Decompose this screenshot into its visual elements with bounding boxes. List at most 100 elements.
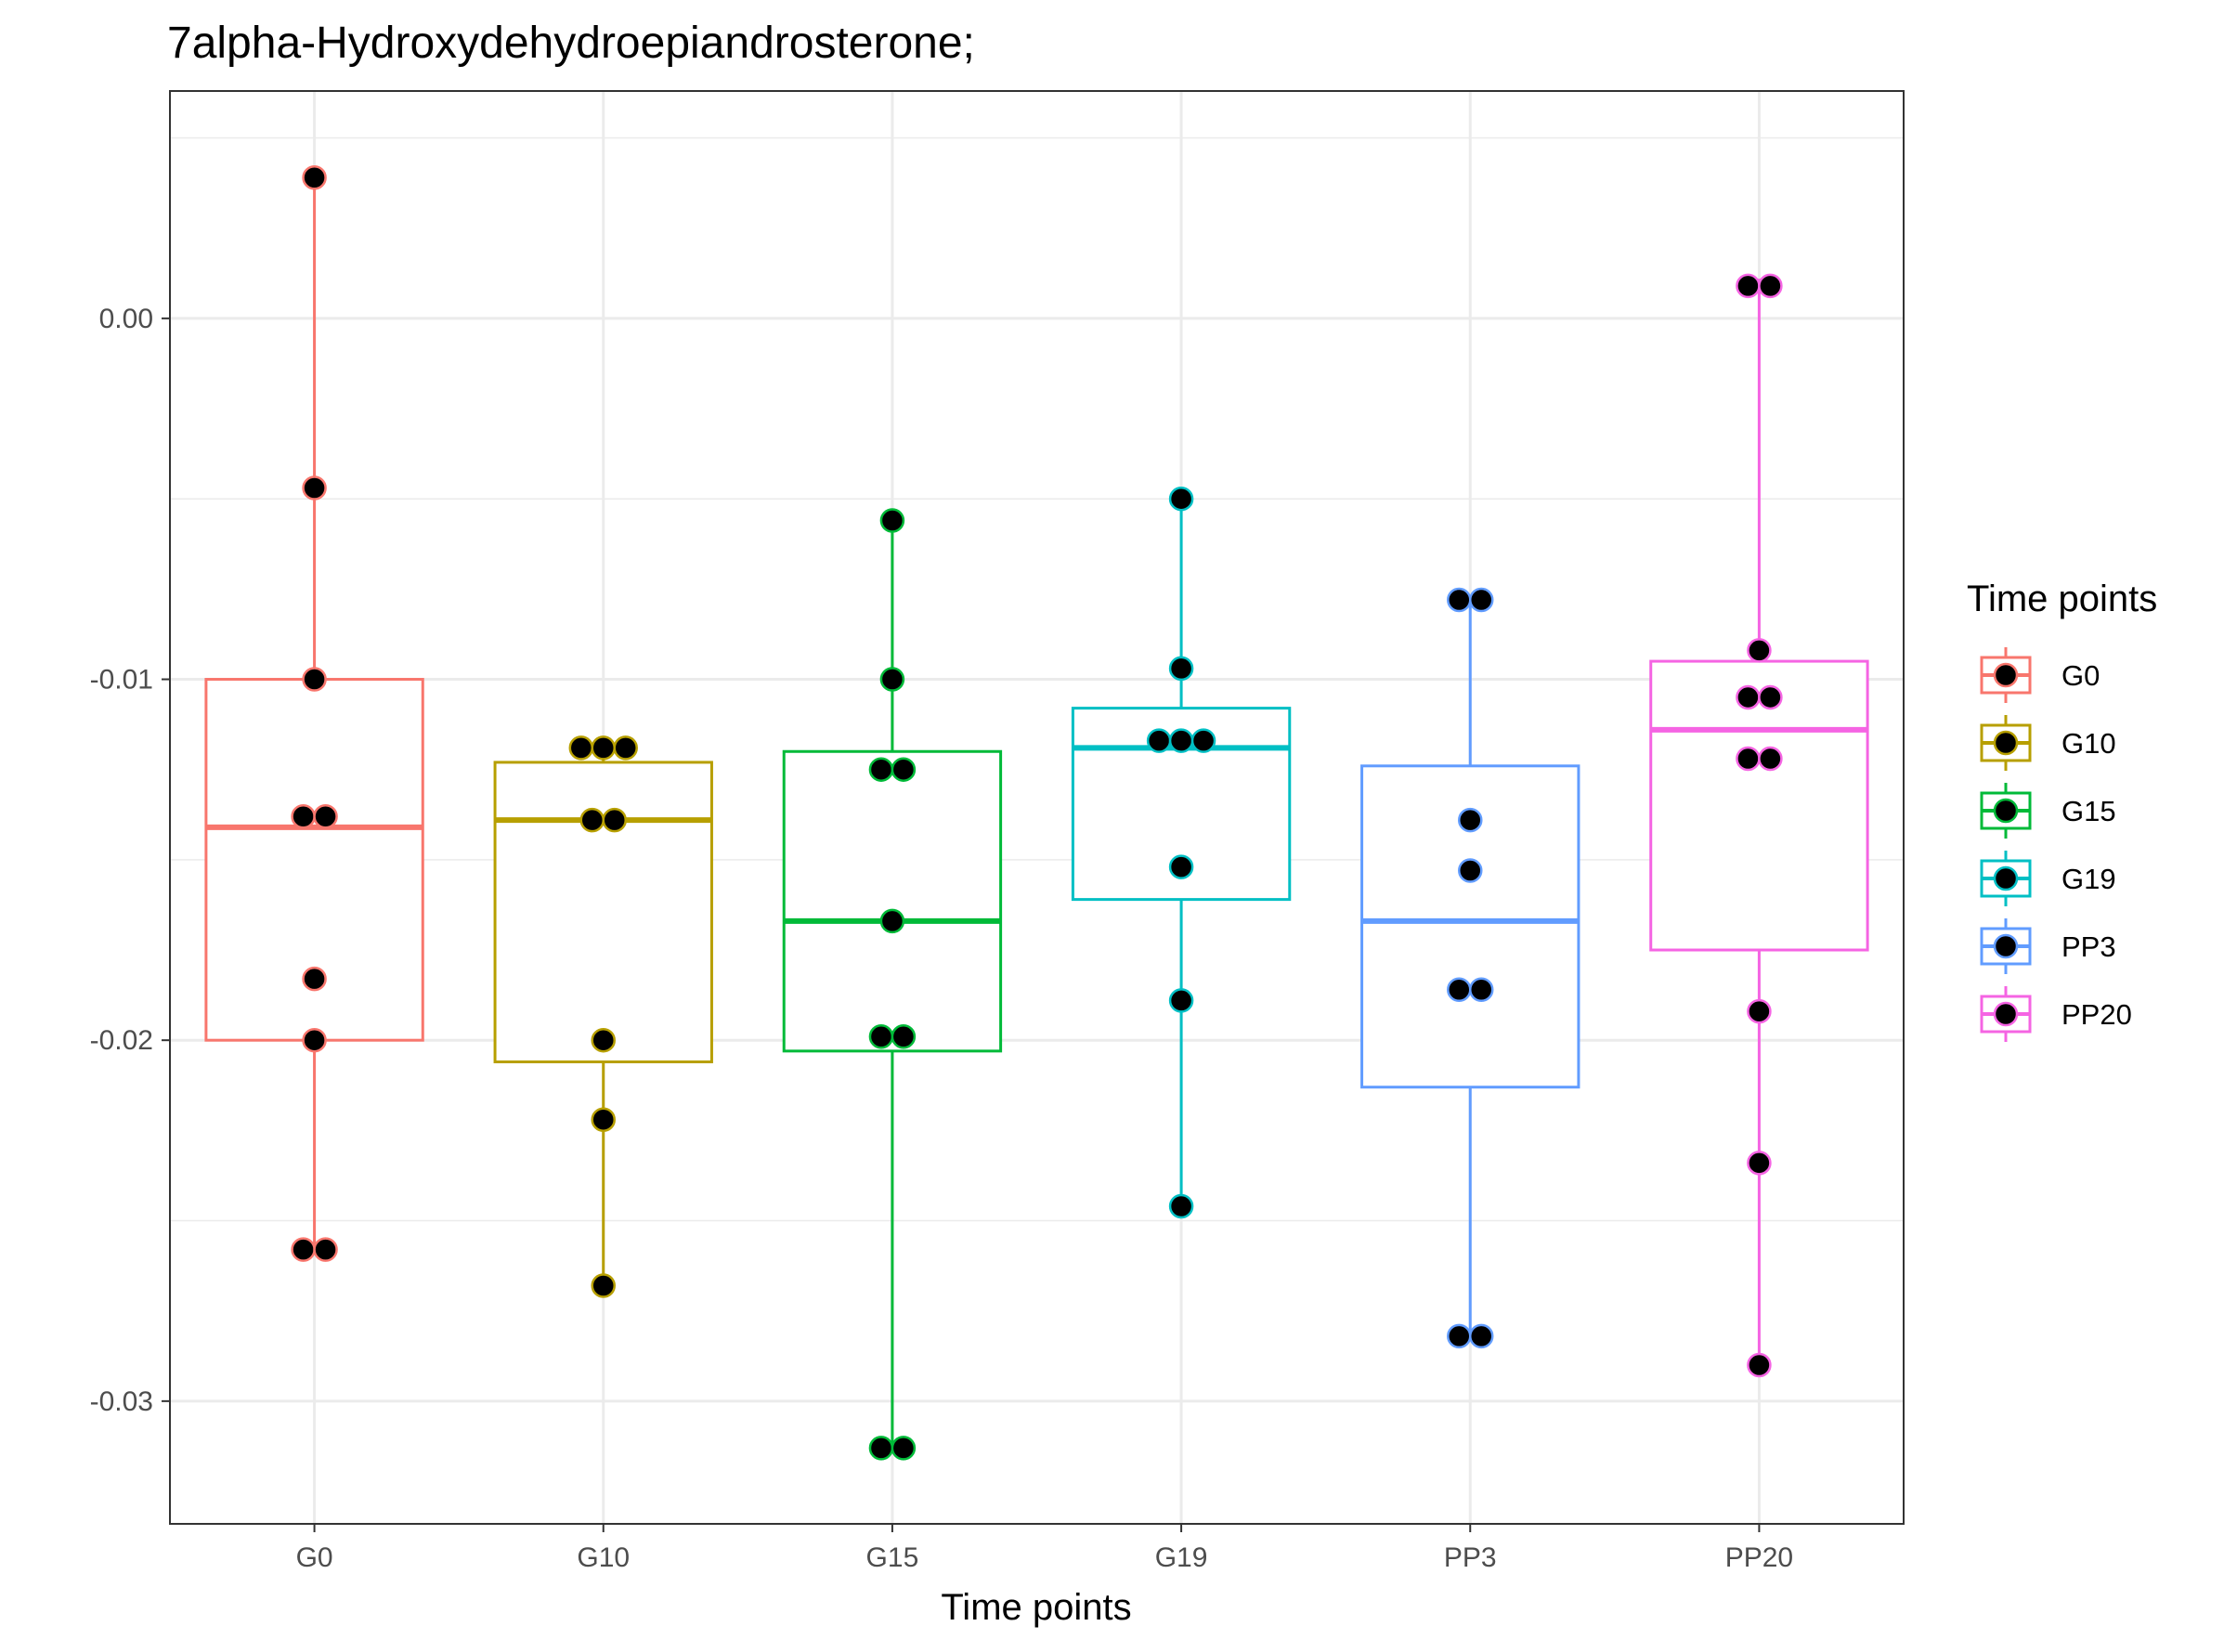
data-point-PP3 — [1447, 977, 1472, 1003]
legend-key-point — [1993, 662, 2019, 688]
data-point-G19 — [1168, 988, 1194, 1013]
data-point-PP3 — [1458, 807, 1483, 833]
data-point-G19 — [1168, 486, 1194, 512]
chart-title: 7alpha-Hydroxydehydroepiandrosterone; — [167, 19, 975, 68]
box-plots — [204, 177, 1869, 1449]
y-tick-label: -0.02 — [90, 1025, 153, 1056]
x-tick-label: G19 — [1155, 1542, 1208, 1573]
data-point-PP20 — [1747, 1151, 1772, 1176]
legend-title: Time points — [1967, 579, 2157, 619]
legend-item-G15: G15 — [1980, 783, 2116, 839]
data-point-G15 — [891, 1024, 917, 1049]
legend-key-point — [1993, 1001, 2019, 1027]
data-point-PP20 — [1747, 1352, 1772, 1378]
data-point-G10 — [591, 735, 616, 761]
data-point-G10 — [579, 807, 605, 833]
data-point-PP20 — [1758, 684, 1783, 710]
data-point-PP3 — [1447, 587, 1472, 613]
data-point-G15 — [868, 757, 894, 782]
data-point-G0 — [291, 1237, 316, 1262]
data-point-G0 — [302, 475, 327, 501]
data-point-PP3 — [1468, 977, 1494, 1003]
data-point-G15 — [868, 1436, 894, 1461]
grid-lines — [170, 91, 1904, 1524]
x-tick-label: G0 — [296, 1542, 333, 1573]
legend-key-point — [1993, 798, 2019, 824]
legend-item-PP20: PP20 — [1980, 986, 2132, 1042]
box-PP3 — [1360, 600, 1580, 1336]
data-point-G10 — [568, 735, 594, 761]
data-point-G0 — [302, 165, 327, 190]
data-point-PP3 — [1447, 1323, 1472, 1349]
data-point-PP20 — [1758, 273, 1783, 299]
legend-label: G0 — [2061, 659, 2100, 692]
data-point-PP3 — [1468, 587, 1494, 613]
panel-border — [169, 90, 1905, 1525]
data-point-G10 — [613, 735, 638, 761]
legend-label: G10 — [2061, 727, 2116, 760]
legend-label: PP3 — [2061, 930, 2116, 963]
axes: 0.00 -0.01 -0.02 -0.03 G0 G10 G15 G19 PP3 PP20 — [90, 304, 1794, 1573]
data-point-G0 — [302, 667, 327, 692]
legend-item-G10: G10 — [1980, 715, 2116, 771]
data-point-G15 — [879, 667, 905, 692]
x-tick-label: PP3 — [1444, 1542, 1497, 1573]
data-point-G15 — [879, 508, 905, 533]
data-point-G10 — [591, 1027, 616, 1053]
data-point-G15 — [868, 1024, 894, 1049]
data-point-G0 — [313, 803, 338, 829]
data-point-G0 — [313, 1237, 338, 1262]
x-tick-label: G10 — [577, 1542, 630, 1573]
box-G15 — [782, 520, 1003, 1449]
x-axis-title: Time points — [941, 1587, 1131, 1628]
data-point-G0 — [291, 803, 316, 829]
data-point-G19 — [1190, 728, 1216, 753]
x-tick-label: PP20 — [1725, 1542, 1793, 1573]
data-point-G19 — [1168, 1193, 1194, 1219]
legend-label: PP20 — [2061, 998, 2132, 1031]
data-point-PP20 — [1736, 746, 1761, 772]
box-G10 — [493, 736, 713, 1286]
legend-item-G0: G0 — [1980, 647, 2100, 703]
legend-item-PP3: PP3 — [1980, 918, 2116, 974]
data-point-G10 — [591, 1107, 616, 1132]
legend-item-G19: G19 — [1980, 851, 2116, 906]
x-tick-label: G15 — [866, 1542, 919, 1573]
legend-key-point — [1993, 933, 2019, 959]
data-point-G19 — [1168, 854, 1194, 879]
legend-label: G15 — [2061, 795, 2116, 827]
legend-label: G19 — [2061, 863, 2116, 895]
data-point-G19 — [1168, 656, 1194, 682]
data-point-G15 — [879, 908, 905, 934]
data-points — [291, 165, 1783, 1461]
data-point-G19 — [1168, 728, 1194, 753]
data-point-PP3 — [1468, 1323, 1494, 1349]
y-tick-label: -0.01 — [90, 665, 153, 696]
box-G0 — [204, 177, 424, 1250]
data-point-PP20 — [1747, 638, 1772, 663]
data-point-G15 — [891, 757, 917, 782]
data-point-PP20 — [1747, 998, 1772, 1024]
box-G19 — [1071, 499, 1292, 1206]
box-body — [493, 761, 713, 1064]
data-point-PP20 — [1736, 684, 1761, 710]
data-point-PP3 — [1458, 858, 1483, 883]
data-point-PP20 — [1736, 273, 1761, 299]
data-point-PP20 — [1758, 746, 1783, 772]
y-tick-label: -0.03 — [90, 1386, 153, 1417]
data-point-G10 — [602, 807, 627, 833]
data-point-G15 — [891, 1436, 917, 1461]
data-point-G0 — [302, 966, 327, 992]
legend-key-point — [1993, 730, 2019, 756]
box-body — [782, 749, 1003, 1053]
data-point-G19 — [1146, 728, 1172, 753]
data-point-G10 — [591, 1273, 616, 1298]
legend: Time points G0 G10 G15 G19 PP3 PP20 — [1967, 579, 2157, 1042]
y-tick-label: 0.00 — [99, 304, 153, 334]
box-body — [1649, 659, 1869, 952]
box-PP20 — [1649, 279, 1869, 1365]
data-point-G0 — [302, 1027, 327, 1053]
legend-key-point — [1993, 865, 2019, 891]
